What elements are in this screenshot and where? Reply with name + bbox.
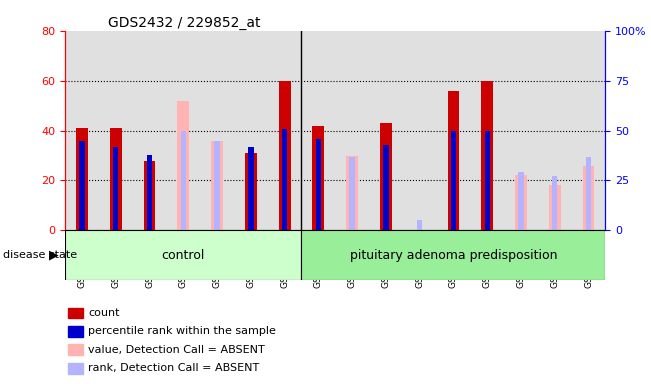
Bar	[484, 131, 490, 230]
Text: value, Detection Call = ABSENT: value, Detection Call = ABSENT	[88, 345, 265, 355]
Text: pituitary adenoma predisposition: pituitary adenoma predisposition	[350, 249, 557, 262]
Bar	[586, 157, 591, 230]
Text: count: count	[88, 308, 119, 318]
Bar	[282, 129, 287, 230]
Bar	[552, 177, 557, 230]
Bar	[214, 141, 220, 230]
Bar	[383, 144, 389, 230]
Bar	[211, 141, 223, 230]
Bar	[346, 156, 358, 230]
Bar	[447, 91, 460, 230]
Text: disease state: disease state	[3, 250, 77, 260]
Bar	[113, 147, 118, 230]
Bar	[417, 220, 422, 230]
Bar	[76, 128, 88, 230]
Bar	[144, 161, 156, 230]
Bar	[214, 141, 220, 230]
FancyBboxPatch shape	[301, 230, 605, 280]
Bar	[248, 147, 253, 230]
Text: GDS2432 / 229852_at: GDS2432 / 229852_at	[108, 16, 261, 30]
Text: percentile rank within the sample: percentile rank within the sample	[88, 326, 276, 336]
Bar	[312, 126, 324, 230]
Bar	[350, 157, 355, 230]
Bar	[79, 141, 85, 230]
Bar	[481, 81, 493, 230]
Bar	[583, 166, 594, 230]
Bar	[518, 172, 523, 230]
Bar	[515, 175, 527, 230]
Bar	[549, 185, 561, 230]
Bar	[279, 81, 290, 230]
Text: control: control	[161, 249, 205, 262]
Bar	[450, 131, 456, 230]
Bar	[177, 101, 189, 230]
Bar	[380, 123, 392, 230]
Bar	[147, 154, 152, 230]
FancyBboxPatch shape	[65, 230, 301, 280]
Bar	[245, 153, 256, 230]
Bar	[110, 128, 122, 230]
Bar	[417, 220, 422, 230]
Bar	[180, 131, 186, 230]
Text: rank, Detection Call = ABSENT: rank, Detection Call = ABSENT	[88, 363, 259, 373]
Bar	[316, 139, 321, 230]
Bar	[180, 131, 186, 230]
Text: ▶: ▶	[49, 249, 59, 262]
Bar	[586, 157, 591, 230]
